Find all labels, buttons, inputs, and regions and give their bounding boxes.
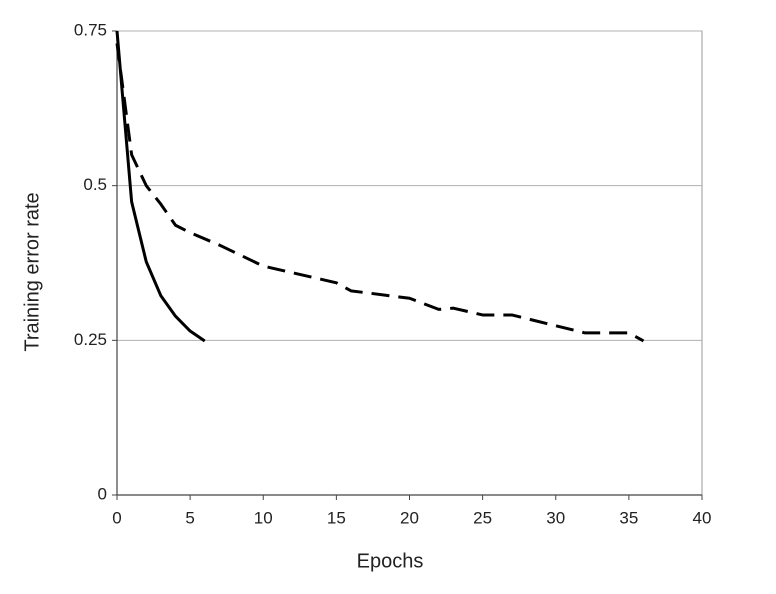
y-tick-label: 0.75	[74, 20, 107, 39]
x-tick-label: 15	[327, 508, 346, 527]
x-axis-title: Epochs	[357, 550, 424, 572]
x-tick-label: 30	[546, 508, 565, 527]
y-tick-label: 0	[98, 484, 107, 503]
y-tick-label: 0.5	[83, 175, 107, 194]
series-line	[115, 43, 645, 343]
y-axis-title: Training error rate	[21, 192, 43, 351]
y-tick-label: 0.25	[74, 330, 107, 349]
x-tick-label: 5	[185, 508, 194, 527]
series-line	[115, 30, 206, 343]
plot-area	[116, 30, 703, 496]
x-tick-label: 40	[693, 508, 712, 527]
x-tick-label: 10	[254, 508, 273, 527]
x-tick-label: 25	[473, 508, 492, 527]
x-tick-label: 0	[112, 508, 121, 527]
x-tick-label: 20	[400, 508, 419, 527]
x-tick-label: 35	[619, 508, 638, 527]
